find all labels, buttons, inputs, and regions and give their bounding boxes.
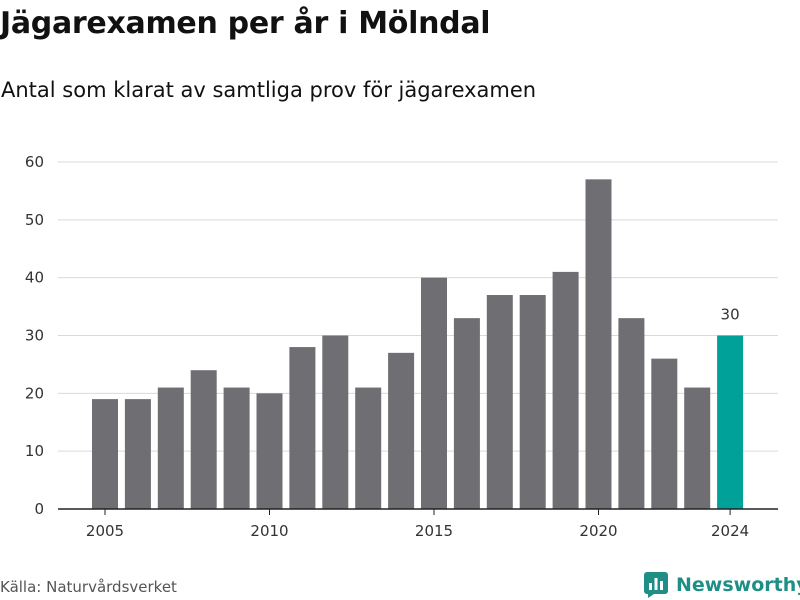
y-tick-label: 0	[34, 500, 44, 518]
bar-2005	[92, 399, 118, 509]
bar-chart: 0 10 20 30 40 50 60 2005 2010 2015 2020 2024 30	[25, 153, 778, 540]
x-tick-label: 2020	[579, 522, 617, 540]
x-tick-label: 2010	[250, 522, 288, 540]
bar-2013	[355, 387, 382, 509]
bar-2014	[388, 352, 415, 509]
chart-subtitle: Antal som klarat av samtliga prov för jä…	[1, 78, 537, 102]
y-tick-label: 30	[25, 327, 44, 345]
bar-2021	[618, 318, 645, 509]
bar-2010	[256, 393, 283, 509]
bar-2022	[651, 358, 678, 509]
y-tick-label: 10	[25, 442, 44, 460]
bar-2024	[717, 335, 744, 509]
bar-2017	[486, 295, 513, 509]
bar-2007	[157, 387, 184, 509]
newsworthy-logo-icon	[644, 572, 668, 598]
bar-2006	[124, 399, 151, 509]
bar-2015	[421, 277, 447, 509]
bar-2019	[552, 271, 579, 509]
bar-2009	[223, 387, 250, 509]
data-label: 30	[721, 306, 740, 324]
x-tick-label: 2024	[711, 522, 749, 540]
y-tick-label: 60	[25, 153, 44, 171]
brand-logo: Newsworthy	[644, 570, 800, 600]
x-tick-label: 2005	[86, 522, 124, 540]
bar-2023	[684, 387, 711, 509]
y-tick-label: 50	[25, 211, 44, 229]
bar-2018	[519, 295, 546, 509]
bar-2020	[585, 179, 612, 509]
bar-2008	[190, 370, 217, 509]
y-tick-label: 40	[25, 269, 44, 287]
y-tick-label: 20	[25, 384, 44, 402]
chart-title: Jägarexamen per år i Mölndal	[0, 6, 491, 41]
bar-2012	[322, 335, 349, 509]
bar-2016	[453, 318, 480, 509]
x-tick-label: 2015	[415, 522, 453, 540]
brand-name: Newsworthy	[676, 574, 800, 596]
bar-2011	[289, 347, 316, 509]
source-note: Källa: Naturvårdsverket	[0, 578, 177, 596]
